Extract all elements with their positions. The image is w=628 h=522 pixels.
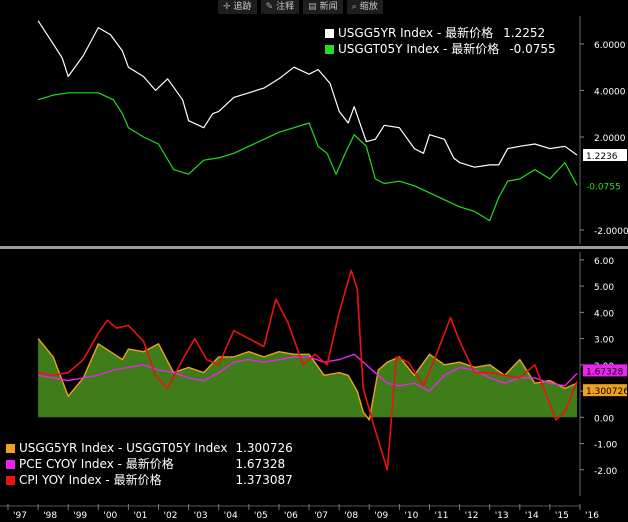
x-tick-label: '01 [133,511,147,521]
x-tick-label: '03 [194,511,208,521]
pen-icon: ✎ [265,2,274,12]
legend-swatch-usgg5yr [325,28,334,38]
legend-label-cpi: CPI YOY Index - 最新价格 [19,473,162,487]
x-tick-label: '16 [585,511,599,521]
legend-value-spread: 1.300726 [235,441,293,455]
legend-label-pce: PCE CYOY Index - 最新价格 [19,457,174,471]
last-value-usgg5yr-bg [583,149,627,162]
upper-legend: USGG5YR Index - 最新价格 1.2252 USGGT05Y Ind… [321,23,562,59]
chart-toolbar: ✛ 追跡 ✎ 注释 ▤ 新闻 ⌕ 缩放 [218,0,383,14]
legend-label-usggt05y: USGGT05Y Index - 最新价格 [338,42,500,56]
legend-swatch-usggt05y [325,44,334,54]
x-tick-label: '00 [103,511,117,521]
toolbar-label: 注释 [276,2,295,12]
legend-item-pce: PCE CYOY Index - 最新价格 [6,456,227,472]
series-line-pce [37,353,578,392]
series-line-usggt05y [37,92,578,222]
legend-item-cpi: CPI YOY Index - 最新价格 [6,472,227,488]
zoom-icon: ⌕ [351,2,357,12]
last-value-spread: 1.300726 [586,387,628,397]
x-tick-label: '99 [73,511,87,521]
legend-label-usgg5yr: USGG5YR Index - 最新价格 [338,26,494,40]
upper-y-tick-label: 4.0000 [594,87,626,97]
lower-y-tick-label: 4.00 [594,309,614,319]
upper-y-tick-label: 2.0000 [594,134,626,144]
last-value-spread-bg [583,384,627,397]
x-tick-label: '13 [495,511,509,521]
legend-item-usgg5yr: USGG5YR Index - 最新价格 1.2252 [325,25,556,41]
toolbar-label: 新闻 [319,2,338,12]
legend-swatch-cpi [6,475,15,485]
lower-y-tick-label: 3.00 [594,336,614,346]
lower-y-tick-label: 5.00 [594,283,614,293]
legend-value-pce: 1.67328 [235,457,286,471]
toolbar-label: 缩放 [359,2,378,12]
upper-y-tick-label: -2.0000 [594,227,628,237]
legend-swatch-spread [6,443,15,453]
series-line-cpi [37,269,578,471]
series-line-spread [37,338,578,421]
legend-item-spread: USGG5YR Index - USGGT05Y Index [6,440,227,456]
series-line-usgg5yr [37,20,578,168]
series-area-spread [38,338,578,420]
legend-value-usgg5yr: 1.2252 [503,26,546,40]
last-value-usggt05y: -0.0755 [586,182,621,192]
last-value-pce: 1.67328 [586,367,623,377]
x-axis: '97 '98 '99 '00 '01 '02 '03 '04 '05 '06 '07 '08 '09 '… [0,504,599,521]
lower-y-tick-label: 0.00 [594,414,614,424]
lower-y-tick-label: -2.00 [594,467,618,477]
upper-panel: 6.0000 4.0000 2.0000 -2.0000 1.2236 -0.0755 [37,16,628,244]
x-tick-label: '11 [435,511,449,521]
upper-y-tick-label: 6.0000 [594,41,626,51]
x-tick-label: '05 [254,511,268,521]
x-tick-label: '08 [344,511,358,521]
lower-legend: USGG5YR Index - USGGT05Y Index 1.300726 … [2,438,299,490]
x-tick-label: '02 [164,511,178,521]
x-tick-label: '10 [404,511,418,521]
x-tick-label: '09 [374,511,388,521]
last-value-usggt05y-bg [583,179,627,192]
legend-value-usggt05y: -0.0755 [509,42,556,56]
toolbar-button-0[interactable]: ✛ 追跡 [218,0,257,14]
toolbar-button-2[interactable]: ▤ 新闻 [303,0,343,14]
x-tick-label: '06 [284,511,298,521]
toolbar-button-3[interactable]: ⌕ 缩放 [346,0,383,14]
crosshair-icon: ✛ [223,2,231,12]
x-tick-label: '98 [43,511,57,521]
news-icon: ▤ [308,2,317,12]
panel-separator [0,246,628,249]
last-value-usgg5yr: 1.2236 [586,152,618,162]
toolbar-label: 追跡 [233,2,252,12]
legend-label-spread: USGG5YR Index - USGGT05Y Index [19,441,228,455]
legend-value-cpi: 1.373087 [235,473,293,487]
x-tick-label: '14 [525,511,539,521]
legend-swatch-pce [6,459,15,469]
lower-y-tick-label: -1.00 [594,441,618,451]
x-tick-label: '97 [13,511,27,521]
lower-y-tick-label: 6.00 [594,257,614,267]
last-value-pce-bg [583,364,627,377]
x-tick-label: '07 [314,511,328,521]
x-tick-label: '12 [465,511,479,521]
x-tick-label: '04 [224,511,238,521]
lower-panel: 6.005.004.003.002.001.000.00-1.00-2.001.… [37,252,628,496]
x-tick-label: '15 [555,511,569,521]
toolbar-button-1[interactable]: ✎ 注释 [260,0,300,14]
legend-item-usggt05y: USGGT05Y Index - 最新价格 -0.0755 [325,41,556,57]
